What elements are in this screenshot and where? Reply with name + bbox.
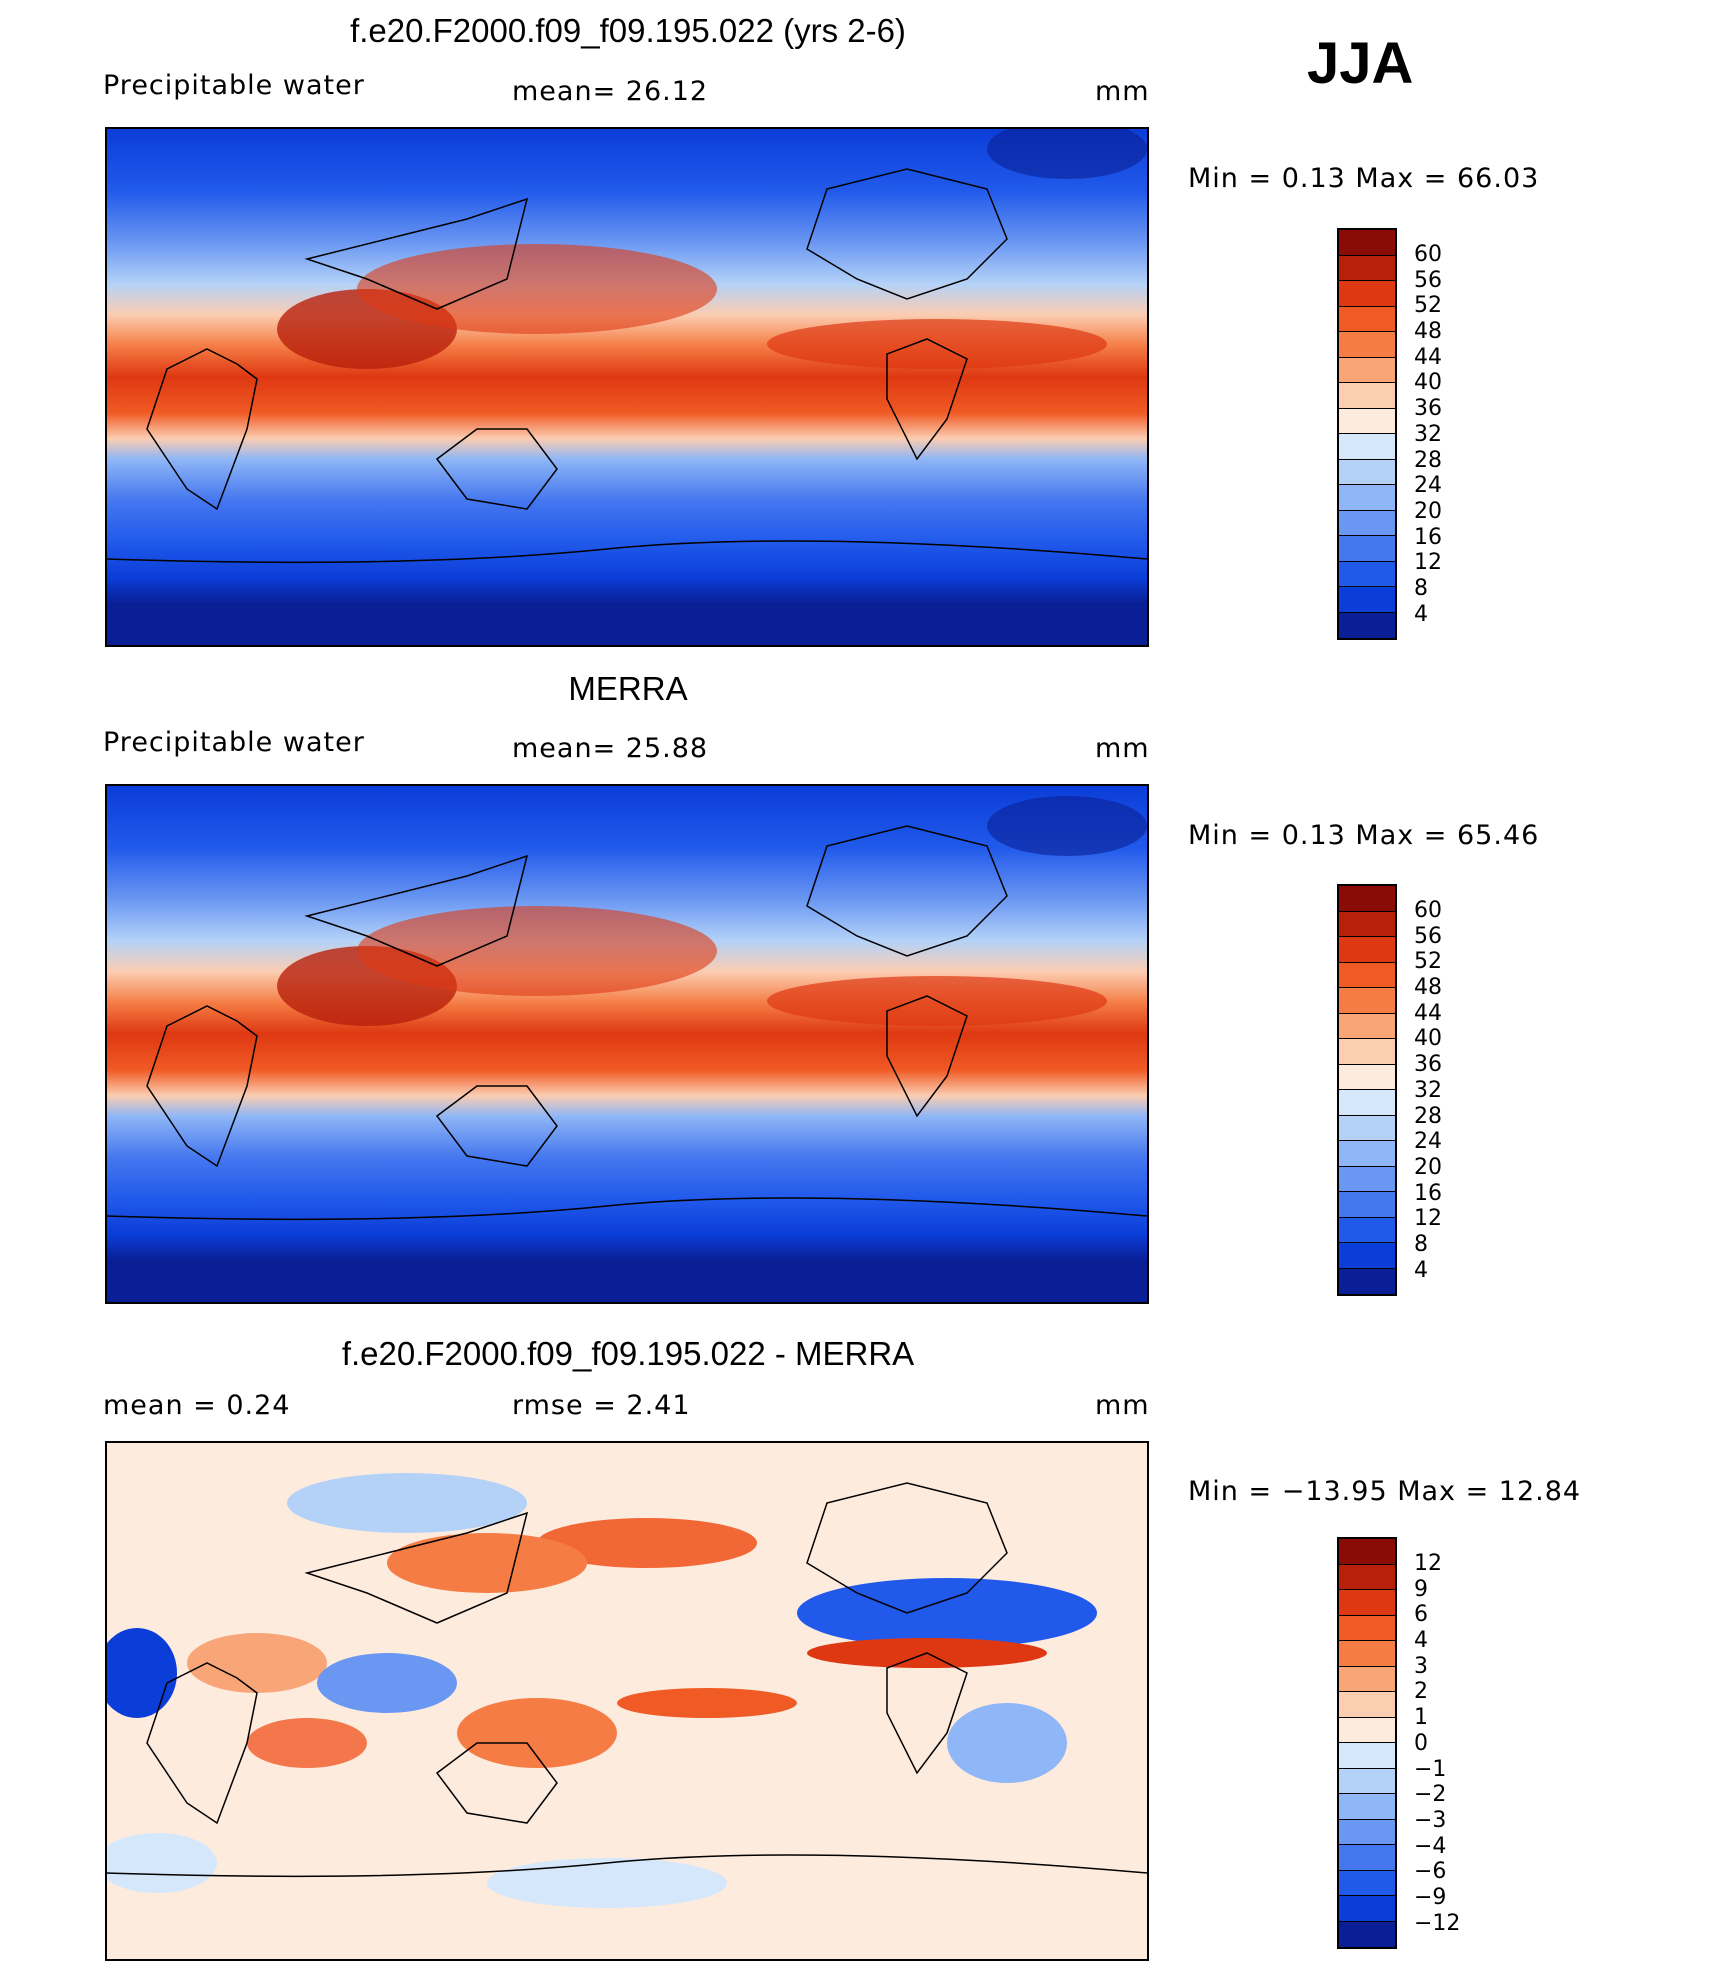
- diff-mean-label: mean = 0.24: [103, 1390, 291, 1421]
- colorbar-tick: 60: [1414, 898, 1442, 923]
- panel-title-model: f.e20.F2000.f09_f09.195.022 (yrs 2-6): [350, 12, 906, 49]
- colorbar-tick: 1: [1414, 1705, 1428, 1730]
- colorbar-tick: 28: [1414, 448, 1442, 473]
- colorbar-tick: 44: [1414, 345, 1442, 370]
- units-label-diff: mm: [1095, 1390, 1150, 1421]
- colorbar-obs: [1337, 884, 1397, 1296]
- colorbar-tick: −9: [1414, 1885, 1447, 1910]
- colorbar-tick: −12: [1414, 1911, 1461, 1936]
- colorbar-tick: 16: [1414, 1181, 1442, 1206]
- colorbar-tick: 36: [1414, 396, 1442, 421]
- season-label: JJA: [1307, 31, 1414, 96]
- colorbar-tick: 4: [1414, 602, 1428, 627]
- panel-title-diff: f.e20.F2000.f09_f09.195.022 - MERRA: [341, 1335, 915, 1372]
- colorbar-tick: 4: [1414, 1258, 1428, 1283]
- variable-label-model: Precipitable water: [103, 70, 365, 101]
- colorbar-tick: 12: [1414, 1551, 1442, 1576]
- minmax-label-model: Min = 0.13 Max = 66.03: [1188, 163, 1540, 194]
- colorbar-tick: 16: [1414, 525, 1442, 550]
- panel-title-obs: MERRA: [568, 670, 688, 707]
- colorbar-tick: 6: [1414, 1602, 1428, 1627]
- colorbar-tick: −4: [1414, 1834, 1447, 1859]
- mean-label-model: mean= 26.12: [512, 76, 709, 107]
- colorbar-tick: 40: [1414, 1026, 1442, 1051]
- colorbar-tick: 36: [1414, 1052, 1442, 1077]
- colorbar-tick: 8: [1414, 576, 1428, 601]
- colorbar-tick: 56: [1414, 268, 1442, 293]
- colorbar-tick: 32: [1414, 1078, 1442, 1103]
- units-label-model: mm: [1095, 76, 1150, 107]
- colorbar-tick: 44: [1414, 1001, 1442, 1026]
- diff-rmse-label: rmse = 2.41: [512, 1390, 691, 1421]
- colorbar-tick: 48: [1414, 319, 1442, 344]
- colorbar-tick: 24: [1414, 1129, 1442, 1154]
- colorbar-tick: 3: [1414, 1654, 1428, 1679]
- mean-label-obs: mean= 25.88: [512, 733, 709, 764]
- colorbar-tick: 28: [1414, 1104, 1442, 1129]
- map-obs: [105, 784, 1149, 1304]
- colorbar-tick: 52: [1414, 293, 1442, 318]
- colorbar-tick: 40: [1414, 370, 1442, 395]
- colorbar-tick: 48: [1414, 975, 1442, 1000]
- colorbar-tick: −1: [1414, 1757, 1447, 1782]
- colorbar-tick: 8: [1414, 1232, 1428, 1257]
- minmax-label-obs: Min = 0.13 Max = 65.46: [1188, 820, 1540, 851]
- colorbar-diff: [1337, 1537, 1397, 1949]
- units-label-obs: mm: [1095, 733, 1150, 764]
- colorbar-tick: −2: [1414, 1782, 1447, 1807]
- map-diff: [105, 1441, 1149, 1961]
- colorbar-tick: 2: [1414, 1679, 1428, 1704]
- variable-label-obs: Precipitable water: [103, 727, 365, 758]
- colorbar-tick: 60: [1414, 242, 1442, 267]
- colorbar-tick: 20: [1414, 499, 1442, 524]
- map-model: [105, 127, 1149, 647]
- colorbar-tick: 20: [1414, 1155, 1442, 1180]
- colorbar-tick: 12: [1414, 1206, 1442, 1231]
- colorbar-tick: 9: [1414, 1577, 1428, 1602]
- colorbar-model: [1337, 228, 1397, 640]
- minmax-label-diff: Min = −13.95 Max = 12.84: [1188, 1476, 1582, 1507]
- colorbar-tick: −6: [1414, 1859, 1447, 1884]
- colorbar-tick: 32: [1414, 422, 1442, 447]
- colorbar-tick: 56: [1414, 924, 1442, 949]
- colorbar-tick: 0: [1414, 1731, 1428, 1756]
- colorbar-tick: −3: [1414, 1808, 1447, 1833]
- colorbar-tick: 4: [1414, 1628, 1428, 1653]
- colorbar-tick: 52: [1414, 949, 1442, 974]
- colorbar-tick: 12: [1414, 550, 1442, 575]
- colorbar-tick: 24: [1414, 473, 1442, 498]
